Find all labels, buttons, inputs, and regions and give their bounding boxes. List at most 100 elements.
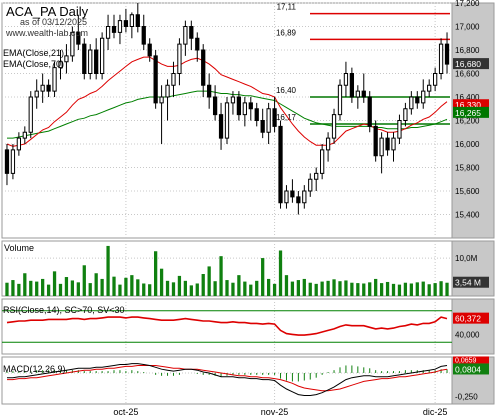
candle-up [52, 67, 57, 92]
candle-down [349, 73, 355, 98]
level-label: 16,17 [276, 113, 297, 122]
volume-bar [106, 245, 110, 296]
candle-up [314, 172, 319, 180]
level-label: 16,40 [276, 86, 297, 95]
volume-bar [64, 277, 69, 296]
candle-up [58, 61, 63, 69]
volume-bar [29, 280, 33, 296]
volume-bar [439, 281, 443, 296]
volume-bar [261, 258, 265, 296]
rsi-value-tag [453, 312, 489, 324]
volume-bar [350, 282, 354, 296]
candle-down [135, 14, 140, 27]
volume-value-tag-text: 3,54 M [455, 278, 481, 288]
candle-down [248, 102, 253, 110]
candle-up [355, 90, 360, 98]
candle-down [201, 49, 206, 86]
candle-down [4, 149, 10, 174]
price-value-tag-text: 16,265 [455, 108, 481, 118]
volume-bar [207, 266, 211, 296]
volume-bar [76, 282, 80, 296]
candle-up [302, 190, 307, 204]
rsi-line [6, 316, 448, 336]
candle-up [22, 131, 27, 139]
candle-up [10, 149, 16, 174]
volume-bar [231, 282, 235, 296]
candle-up [438, 43, 444, 74]
volume-bar [46, 284, 51, 296]
candle-down [82, 43, 87, 74]
volume-bar [356, 283, 360, 296]
volume-bar [219, 256, 223, 296]
candle-up [171, 73, 176, 86]
volume-bar [112, 276, 116, 296]
volume-bar [225, 280, 229, 296]
price-y-tick: 16,600 [455, 70, 480, 79]
volume-bar [189, 285, 193, 296]
candle-down [141, 26, 146, 45]
volume-bar [82, 265, 86, 296]
candle-down [260, 120, 265, 133]
volume-bar [118, 284, 122, 296]
candle-up [224, 102, 230, 139]
candle-up [40, 84, 45, 92]
chart-date: as of 03/12/2025 [20, 17, 87, 27]
legend-ema70: EMA(Close,70) [3, 59, 64, 69]
price-y-tick: 17,200 [455, 0, 480, 8]
macd-line [7, 363, 448, 396]
volume-bar [433, 283, 437, 296]
candle-down [147, 43, 152, 57]
volume-bar [284, 275, 289, 296]
volume-bar [338, 281, 342, 296]
volume-bar [344, 280, 348, 296]
volume-bar [88, 283, 92, 296]
rsi-panel [2, 310, 452, 343]
candle-down [278, 125, 283, 204]
volume-bar [266, 278, 271, 296]
macd-signal-line [7, 365, 448, 392]
volume-bar [70, 280, 75, 296]
volume-bar [391, 283, 396, 296]
candle-up [391, 137, 396, 151]
volume-bar [213, 281, 217, 296]
candle-down [46, 84, 51, 92]
price-y-tick: 16,400 [455, 93, 480, 102]
candle-up [64, 55, 69, 63]
macd-frame [1, 356, 453, 405]
x-tick-label: nov-25 [261, 407, 289, 417]
volume-bar [35, 281, 39, 296]
volume-bar [368, 282, 372, 296]
candle-down [272, 108, 277, 127]
candle-up [129, 14, 134, 27]
volume-bar [130, 275, 134, 296]
macd-signal-tag-text: 0,0659 [455, 357, 477, 364]
volume-bar [308, 282, 312, 296]
level-label: 16,89 [276, 28, 297, 37]
candle-down [373, 125, 378, 157]
vol-axis-strip [451, 240, 495, 297]
candle-up [320, 149, 325, 174]
candle-up [28, 96, 33, 133]
volume-bar [320, 281, 324, 296]
macd-value-tag-text: 0,0804 [455, 364, 481, 374]
macd-signal-tag [453, 356, 489, 364]
candle-up [409, 96, 414, 110]
volume-bar [237, 275, 241, 296]
macd-panel [6, 363, 448, 396]
candle-down [212, 96, 218, 116]
price-value-tag [453, 58, 489, 70]
candle-down [94, 49, 99, 74]
candle-down [385, 137, 390, 151]
volume-bar [201, 274, 205, 296]
volume-bar [272, 283, 277, 296]
volume-bar [362, 283, 366, 296]
candle-down [296, 196, 301, 204]
volume-bar [17, 283, 21, 296]
candle-up [105, 26, 111, 39]
volume-bar [255, 280, 259, 296]
candle-up [99, 37, 105, 74]
candle-up [34, 90, 39, 98]
volume-bar [136, 279, 140, 296]
